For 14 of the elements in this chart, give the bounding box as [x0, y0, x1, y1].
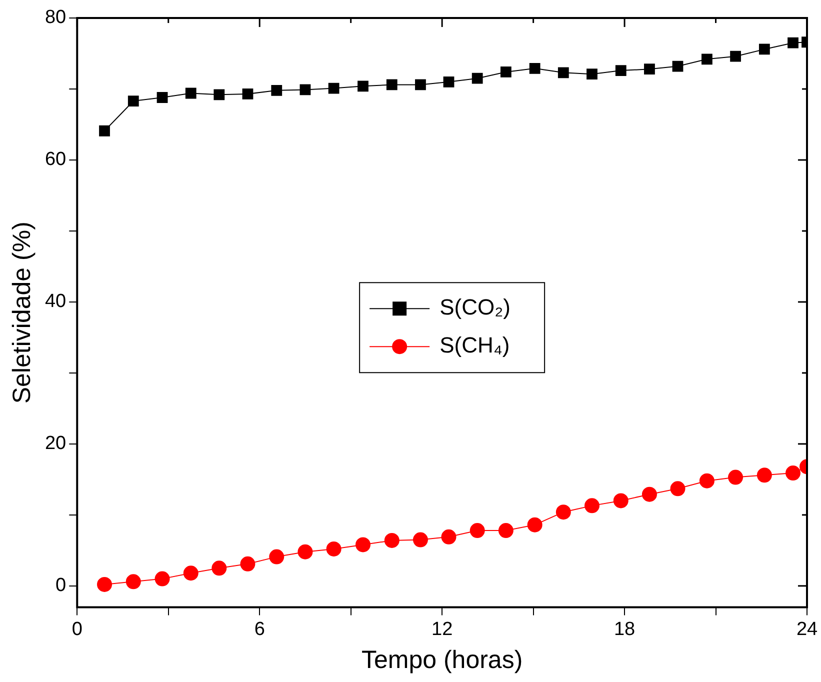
x-tick-label: 12	[431, 618, 453, 640]
x-tick-label: 24	[796, 618, 818, 640]
y-axis-title: Seletividade (%)	[8, 222, 36, 404]
legend-label: S(CH₄)	[440, 332, 510, 358]
y-tick-label: 40	[44, 291, 66, 312]
y-tick-label: 20	[44, 433, 66, 454]
x-axis-title: Tempo (horas)	[361, 646, 523, 674]
legend-label: S(CO₂)	[440, 294, 510, 320]
y-tick-label: 0	[56, 575, 66, 596]
y-tick-label: 60	[44, 149, 66, 170]
y-tick-label: 80	[44, 7, 66, 28]
x-tick-label: 6	[254, 618, 265, 640]
x-tick-label: 0	[72, 618, 82, 640]
x-tick-label: 18	[614, 618, 636, 640]
